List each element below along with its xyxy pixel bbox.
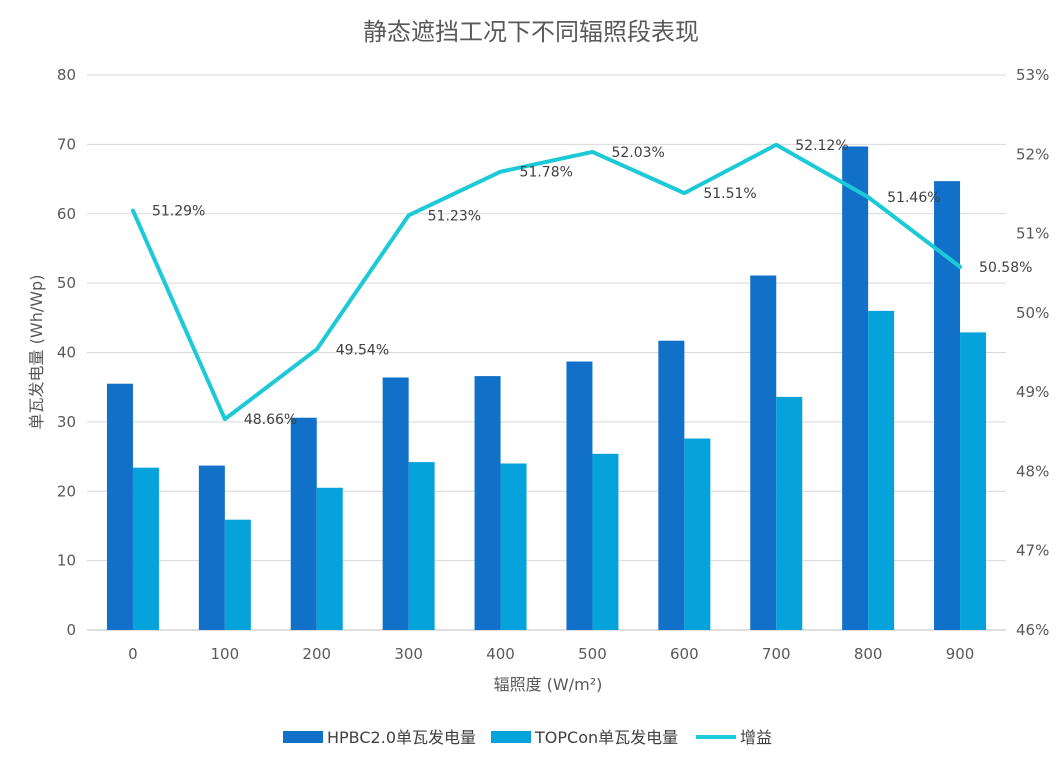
bar-topcon xyxy=(132,467,159,630)
bar-hpbc xyxy=(658,340,685,630)
gain-point xyxy=(499,170,503,174)
bar-hpbc xyxy=(106,383,133,630)
gain-data-label: 51.46% xyxy=(887,190,940,206)
legend-label: 增益 xyxy=(740,728,772,747)
gain-data-label: 52.12% xyxy=(795,138,848,154)
y-tick-label: 20 xyxy=(57,482,76,500)
gain-data-label: 51.78% xyxy=(520,165,573,181)
gain-point xyxy=(315,347,319,351)
bar-topcon xyxy=(408,462,435,630)
y-tick-label: 40 xyxy=(57,344,76,362)
x-tick-label: 200 xyxy=(302,645,331,663)
gain-point xyxy=(223,417,227,421)
gain-point xyxy=(590,150,594,154)
gain-point xyxy=(958,265,962,269)
y-tick-label: 0 xyxy=(66,621,76,639)
y-tick-label: 50 xyxy=(57,274,76,292)
data-labels: 51.29% 48.66% 49.54% 51.23% 51.78% 52.03% 51.5… xyxy=(152,138,1032,428)
x-tick-label: 400 xyxy=(486,645,515,663)
y2-tick-label: 50% xyxy=(1016,304,1049,322)
gain-point xyxy=(866,195,870,199)
y-axis-title: 单瓦发电量 (Wh/Wp) xyxy=(27,275,46,430)
bar-topcon xyxy=(868,310,895,630)
gain-line-path xyxy=(130,142,963,422)
legend-label: HPBC2.0单瓦发电量 xyxy=(327,728,476,747)
y-tick-label: 30 xyxy=(57,413,76,431)
gain-data-label: 51.51% xyxy=(703,186,756,202)
y-tick-label: 70 xyxy=(57,135,76,153)
x-tick-label: 100 xyxy=(211,645,240,663)
y-axis-right: 46% 47% 48% 49% 50% 51% 52% 53% xyxy=(1016,66,1049,639)
y2-tick-label: 51% xyxy=(1016,225,1049,243)
y-tick-label: 10 xyxy=(57,552,76,570)
gain-data-label: 51.23% xyxy=(428,208,481,224)
legend-swatch xyxy=(283,731,323,743)
bar-topcon xyxy=(776,396,803,630)
bar-topcon xyxy=(224,519,251,630)
gain-data-label: 49.54% xyxy=(336,342,389,358)
gain-data-label: 52.03% xyxy=(611,145,664,161)
y-tick-label: 60 xyxy=(57,205,76,223)
gain-data-label: 48.66% xyxy=(244,412,297,428)
legend-label: TOPCon单瓦发电量 xyxy=(534,728,678,747)
y2-tick-label: 46% xyxy=(1016,621,1049,639)
gain-point xyxy=(774,143,778,147)
x-tick-label: 300 xyxy=(394,645,423,663)
legend-swatch xyxy=(491,731,531,743)
bar-topcon xyxy=(500,463,527,630)
gain-data-label: 50.58% xyxy=(979,260,1032,276)
x-tick-label: 500 xyxy=(578,645,607,663)
y2-tick-label: 47% xyxy=(1016,542,1049,560)
bar-hpbc xyxy=(198,465,225,630)
x-tick-label: 600 xyxy=(670,645,699,663)
y-axis-left: 0 10 20 30 40 50 60 70 80 xyxy=(57,66,76,639)
bar-hpbc xyxy=(750,275,777,630)
bar-topcon xyxy=(960,332,987,630)
bar-hpbc xyxy=(842,146,869,631)
y2-tick-label: 48% xyxy=(1016,462,1049,480)
y2-tick-label: 52% xyxy=(1016,145,1049,163)
x-tick-label: 700 xyxy=(762,645,791,663)
bars xyxy=(106,146,987,631)
bar-topcon xyxy=(684,438,711,630)
chart-title: 静态遮挡工况下不同辐照段表现 xyxy=(363,18,699,46)
bar-hpbc xyxy=(290,417,317,630)
x-tick-label: 900 xyxy=(946,645,975,663)
legend: HPBC2.0单瓦发电量 TOPCon单瓦发电量 增益 xyxy=(283,728,772,747)
y-tick-label: 80 xyxy=(57,66,76,84)
bar-topcon xyxy=(316,487,343,630)
y2-tick-label: 53% xyxy=(1016,66,1049,84)
x-tick-label: 0 xyxy=(128,645,138,663)
bar-topcon xyxy=(592,453,619,630)
bar-hpbc xyxy=(566,361,593,630)
y2-tick-label: 49% xyxy=(1016,383,1049,401)
gain-line xyxy=(130,142,963,422)
x-axis-title: 辐照度 (W/m²) xyxy=(494,675,603,694)
gain-data-label: 51.29% xyxy=(152,204,205,220)
x-tick-label: 800 xyxy=(854,645,883,663)
gain-point xyxy=(682,191,686,195)
bar-hpbc xyxy=(474,376,501,630)
x-axis: 0 100 200 300 400 500 600 700 800 900 xyxy=(128,645,974,663)
bar-hpbc xyxy=(382,377,409,630)
gain-point xyxy=(407,213,411,217)
gain-point xyxy=(131,209,135,213)
